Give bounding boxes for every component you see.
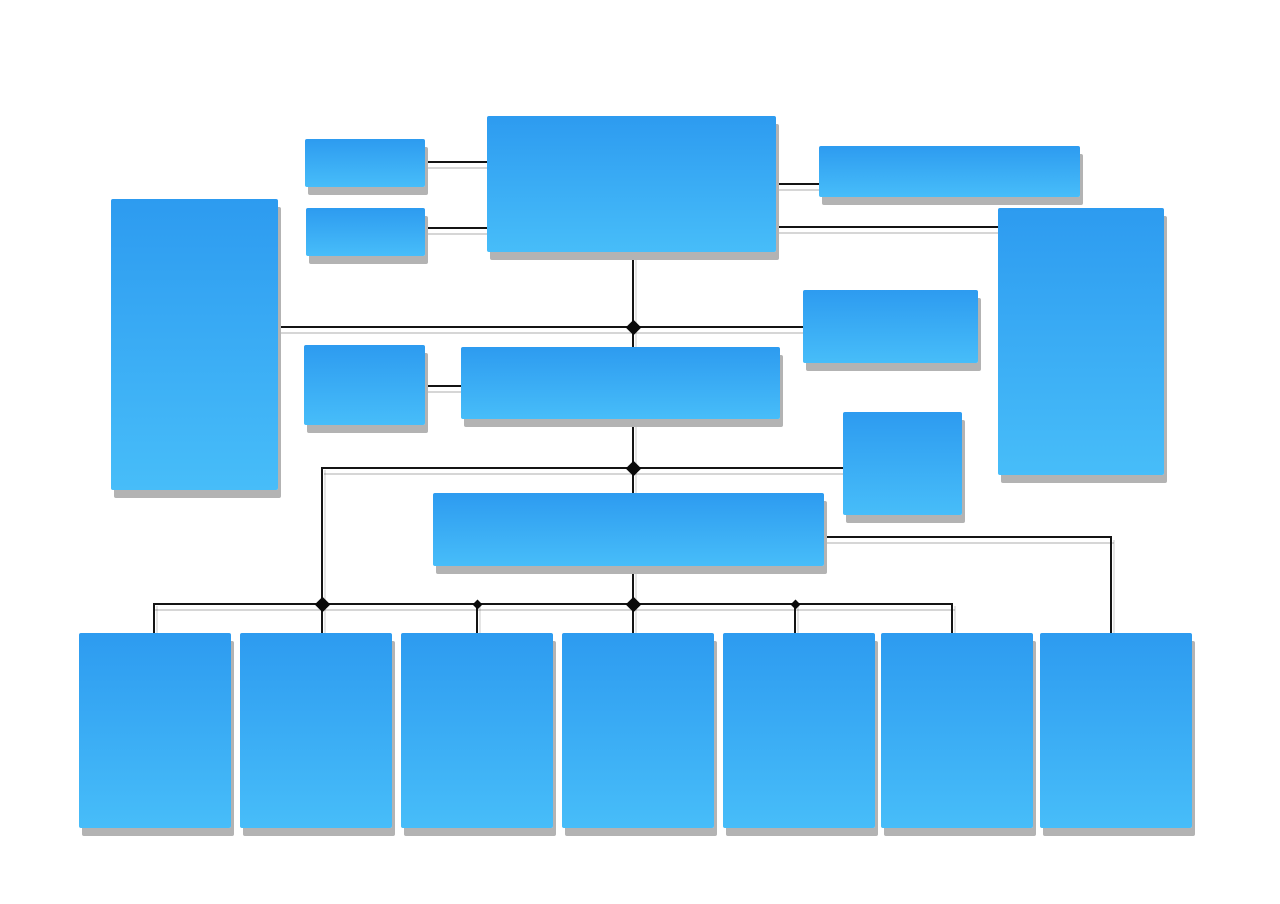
connector-rail-drop-bottom-3 <box>476 603 478 634</box>
connector-lower-wide-to-bottom-7 <box>824 536 1112 538</box>
node-bottom-5[interactable] <box>723 633 875 828</box>
connector-top-center-to-right-tall <box>776 226 999 228</box>
node-square[interactable] <box>843 412 962 515</box>
node-mid-center[interactable] <box>461 347 780 419</box>
node-bottom-1[interactable] <box>79 633 231 828</box>
connector-top-small-2-to-top-center <box>425 227 488 229</box>
node-mid-right[interactable] <box>803 290 978 363</box>
node-left-tall[interactable] <box>111 199 278 490</box>
node-lower-wide[interactable] <box>433 493 824 566</box>
connector-elbow-drop-bottom-7 <box>1110 537 1112 634</box>
node-bottom-2[interactable] <box>240 633 392 828</box>
node-mid-left-small[interactable] <box>304 345 425 425</box>
connector-top-center-drop <box>632 252 634 347</box>
connector-top-small-1-to-top-center <box>425 161 488 163</box>
connector-cross-to-square <box>322 467 844 469</box>
node-bottom-7[interactable] <box>1040 633 1192 828</box>
connector-left-tall-to-mid-right <box>278 326 804 328</box>
node-bottom-4[interactable] <box>562 633 714 828</box>
node-top-center[interactable] <box>487 116 776 252</box>
node-bottom-6[interactable] <box>881 633 1033 828</box>
node-top-right-wide[interactable] <box>819 146 1080 197</box>
node-bottom-3[interactable] <box>401 633 553 828</box>
connector-rail-drop-bottom-6 <box>951 603 953 634</box>
connector-bottom-rail <box>153 603 953 605</box>
connector-rail-drop-bottom-5 <box>794 603 796 634</box>
connector-left-elbow-drop <box>321 467 323 604</box>
connector-rail-drop-bottom-1 <box>153 603 155 634</box>
connector-rail-drop-bottom-2 <box>321 603 323 634</box>
connector-mid-left-to-mid-center <box>425 385 462 387</box>
node-top-small-1[interactable] <box>305 139 425 187</box>
node-top-small-2[interactable] <box>306 208 425 256</box>
connector-mid-center-drop <box>632 419 634 493</box>
connector-top-center-to-top-right <box>776 183 820 185</box>
node-right-tall[interactable] <box>998 208 1164 475</box>
